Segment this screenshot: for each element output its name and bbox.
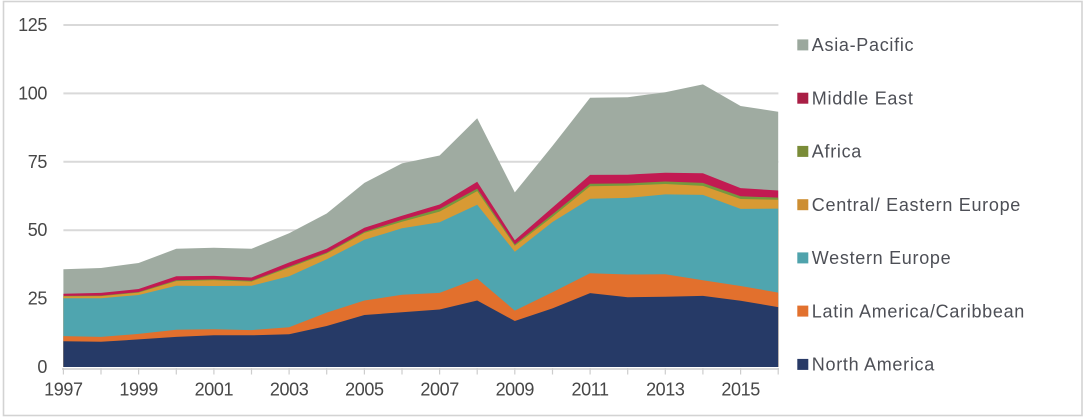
svg-text:2003: 2003	[270, 380, 309, 400]
svg-text:100: 100	[18, 83, 47, 103]
svg-text:Middle East: Middle East	[812, 89, 914, 109]
svg-text:0: 0	[37, 357, 47, 377]
svg-text:Asia-Pacific: Asia-Pacific	[812, 35, 914, 55]
svg-text:1997: 1997	[44, 380, 83, 400]
svg-text:1999: 1999	[119, 380, 158, 400]
svg-text:2001: 2001	[195, 380, 234, 400]
svg-text:2015: 2015	[721, 380, 760, 400]
svg-text:Latin America/Caribbean: Latin America/Caribbean	[812, 301, 1025, 321]
svg-text:Africa: Africa	[812, 142, 863, 162]
svg-text:2007: 2007	[420, 380, 459, 400]
svg-text:North America: North America	[812, 355, 935, 375]
svg-text:25: 25	[28, 289, 48, 309]
svg-text:2009: 2009	[496, 380, 535, 400]
svg-text:125: 125	[18, 15, 47, 35]
svg-text:2011: 2011	[572, 380, 609, 400]
svg-text:Western Europe: Western Europe	[812, 248, 952, 268]
svg-text:75: 75	[28, 152, 48, 172]
svg-text:50: 50	[28, 220, 48, 240]
svg-text:2013: 2013	[646, 380, 685, 400]
svg-text:2005: 2005	[345, 380, 384, 400]
svg-text:Central/ Eastern Europe: Central/ Eastern Europe	[812, 195, 1021, 215]
